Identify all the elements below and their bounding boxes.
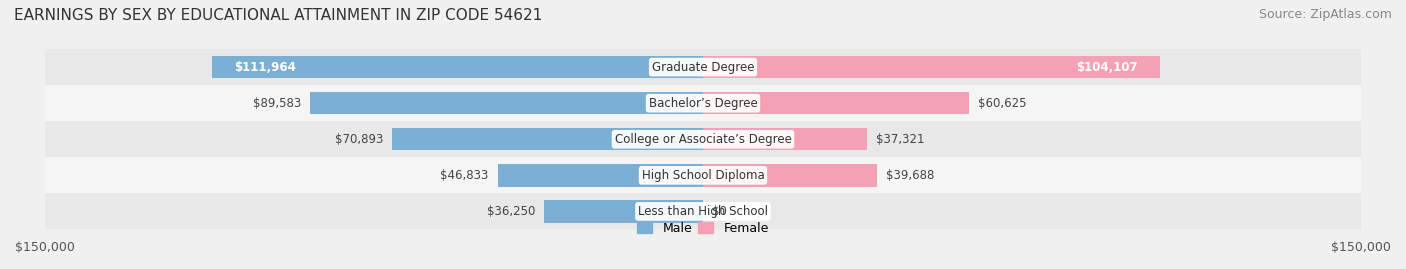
Bar (498, 164, 703, 186)
Text: $0: $0 (711, 205, 727, 218)
Bar (45, 85, 1361, 121)
Text: High School Diploma: High School Diploma (641, 169, 765, 182)
Bar (45, 193, 1361, 229)
Text: $39,688: $39,688 (886, 169, 934, 182)
Bar (392, 128, 703, 150)
Bar (703, 56, 1160, 78)
Text: Less than High School: Less than High School (638, 205, 768, 218)
Text: EARNINGS BY SEX BY EDUCATIONAL ATTAINMENT IN ZIP CODE 54621: EARNINGS BY SEX BY EDUCATIONAL ATTAINMEN… (14, 8, 543, 23)
Text: $104,107: $104,107 (1076, 61, 1137, 74)
Bar (544, 200, 703, 223)
Text: Source: ZipAtlas.com: Source: ZipAtlas.com (1258, 8, 1392, 21)
Text: $60,625: $60,625 (977, 97, 1026, 110)
Text: Graduate Degree: Graduate Degree (652, 61, 754, 74)
Legend: Male, Female: Male, Female (633, 217, 773, 240)
Text: $46,833: $46,833 (440, 169, 489, 182)
Bar (45, 157, 1361, 193)
Bar (703, 92, 969, 114)
Bar (703, 128, 866, 150)
Bar (45, 49, 1361, 85)
Text: $37,321: $37,321 (876, 133, 924, 146)
Text: College or Associate’s Degree: College or Associate’s Degree (614, 133, 792, 146)
Bar (703, 164, 877, 186)
Bar (212, 56, 703, 78)
Text: $89,583: $89,583 (253, 97, 301, 110)
Text: $70,893: $70,893 (335, 133, 384, 146)
Bar (309, 92, 703, 114)
Text: $111,964: $111,964 (233, 61, 295, 74)
Text: Bachelor’s Degree: Bachelor’s Degree (648, 97, 758, 110)
Text: $36,250: $36,250 (486, 205, 536, 218)
Bar (45, 121, 1361, 157)
